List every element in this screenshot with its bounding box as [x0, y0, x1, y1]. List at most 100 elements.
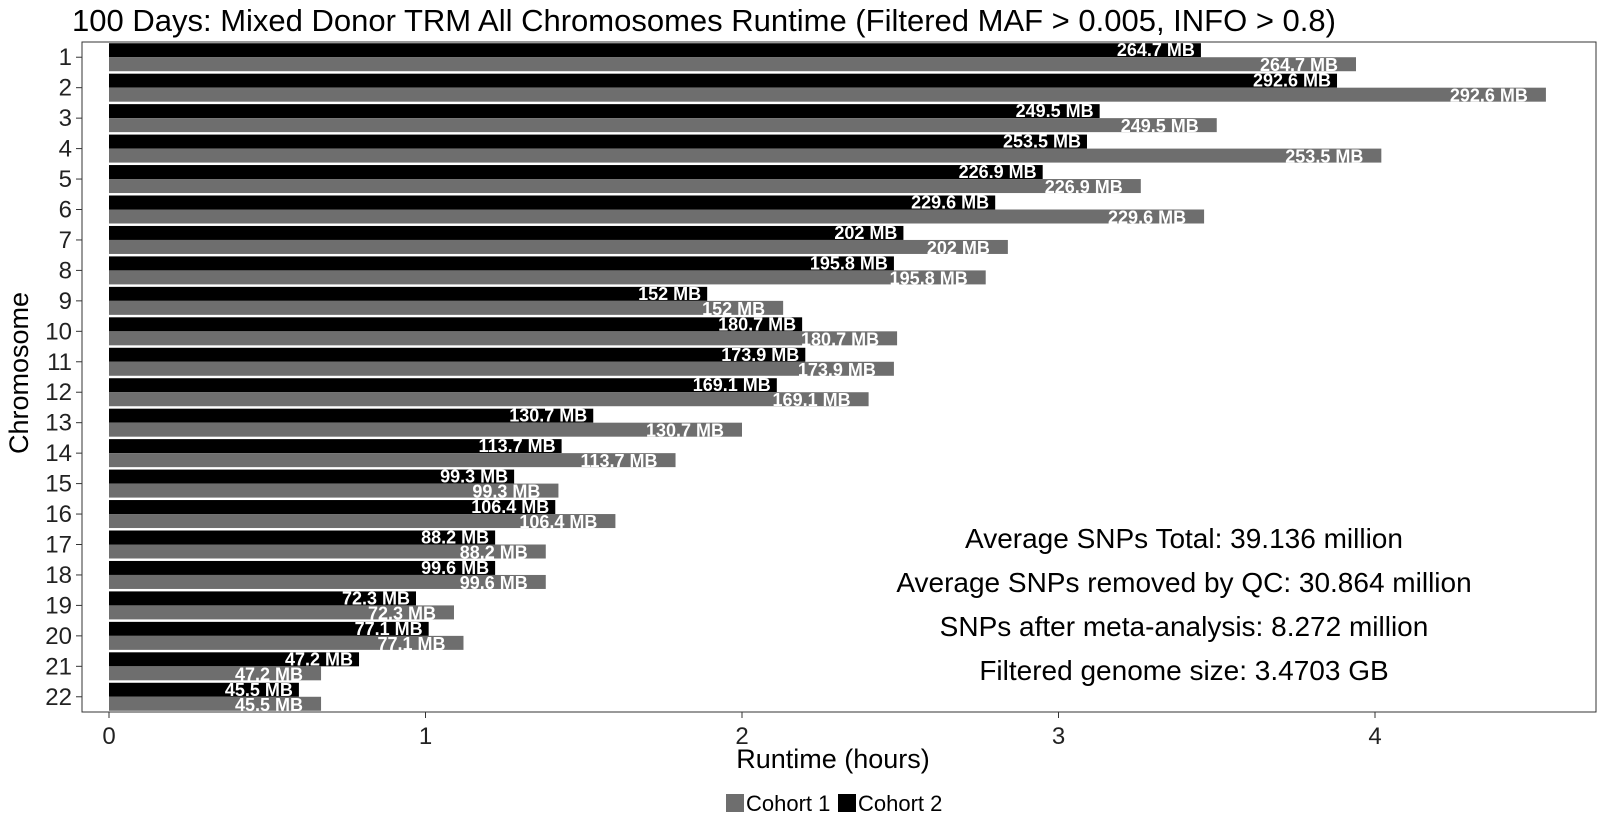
x-tick-label: 1 — [419, 723, 432, 750]
y-tick-label: 7 — [59, 227, 72, 254]
bar-cohort2-chr1 — [109, 43, 1201, 58]
bar-cohort1-chr21 — [109, 666, 322, 681]
bar-cohort2-chr14 — [109, 439, 562, 454]
y-tick-label: 11 — [47, 349, 72, 376]
bar-cohort1-chr5 — [109, 179, 1141, 194]
bar-label-cohort2-chr20: 77.1 MB — [355, 619, 423, 639]
bar-label-cohort1-chr6: 229.6 MB — [1108, 208, 1186, 228]
legend-label-cohort2: Cohort 2 — [858, 791, 942, 816]
bar-cohort2-chr3 — [109, 104, 1100, 119]
x-tick-label: 3 — [1052, 723, 1065, 750]
bar-cohort2-chr22 — [109, 682, 299, 697]
bar-cohort2-chr18 — [109, 560, 496, 575]
bar-cohort1-chr3 — [109, 118, 1217, 133]
bar-cohort1-chr22 — [109, 696, 322, 711]
bar-label-cohort1-chr20: 77.1 MB — [377, 634, 445, 654]
bar-label-cohort2-chr13: 130.7 MB — [509, 406, 587, 426]
bar-label-cohort1-chr17: 88.2 MB — [460, 543, 528, 563]
bar-label-cohort2-chr6: 229.6 MB — [911, 193, 989, 213]
annotation-line: Average SNPs Total: 39.136 million — [965, 523, 1403, 554]
bar-label-cohort2-chr7: 202 MB — [834, 223, 897, 243]
bar-cohort1-chr16 — [109, 514, 616, 529]
y-tick-label: 17 — [45, 532, 72, 559]
plot-panel-border — [81, 41, 1597, 713]
bar-cohort1-chr11 — [109, 361, 894, 376]
y-tick-label: 16 — [45, 501, 72, 528]
plot-area: 264.7 MB 264.7 MB 1 292.6 MB 292.6 MB 2 249.5 … — [45, 40, 1597, 750]
bar-cohort1-chr4 — [109, 148, 1382, 163]
bar-cohort2-chr7 — [109, 225, 904, 240]
annotation-line: Average SNPs removed by QC: 30.864 milli… — [896, 567, 1471, 598]
y-axis-title: Chromosome — [4, 292, 34, 454]
bar-cohort1-chr13 — [109, 422, 742, 437]
summary-annotations: Average SNPs Total: 39.136 million Averag… — [896, 523, 1471, 686]
bar-cohort2-chr16 — [109, 500, 556, 515]
bar-cohort1-chr7 — [109, 239, 1008, 254]
bar-cohort1-chr20 — [109, 635, 464, 650]
y-tick-label: 15 — [45, 471, 72, 498]
bar-cohort1-chr18 — [109, 574, 546, 589]
bar-cohort2-chr15 — [109, 469, 515, 484]
bar-label-cohort1-chr9: 152 MB — [702, 299, 765, 319]
bar-label-cohort1-chr15: 99.3 MB — [472, 482, 540, 502]
x-tick-label: 2 — [735, 723, 748, 750]
bar-cohort2-chr8 — [109, 256, 894, 271]
bar-label-cohort1-chr2: 292.6 MB — [1450, 86, 1528, 106]
bar-cohort1-chr12 — [109, 392, 869, 407]
annotation-line: Filtered genome size: 3.4703 GB — [979, 655, 1388, 686]
bar-label-cohort1-chr21: 47.2 MB — [235, 664, 303, 684]
bar-label-cohort1-chr16: 106.4 MB — [519, 512, 597, 532]
y-tick-label: 18 — [45, 562, 72, 589]
bar-cohort1-chr6 — [109, 209, 1205, 224]
y-tick-label: 4 — [59, 136, 72, 163]
bar-cohort1-chr2 — [109, 87, 1546, 102]
bar-label-cohort1-chr11: 173.9 MB — [798, 360, 876, 380]
bar-label-cohort2-chr11: 173.9 MB — [721, 345, 799, 365]
bar-label-cohort2-chr18: 99.6 MB — [421, 558, 489, 578]
bar-label-cohort1-chr3: 249.5 MB — [1121, 116, 1199, 136]
bar-cohort2-chr9 — [109, 286, 708, 301]
bar-label-cohort2-chr10: 180.7 MB — [718, 314, 796, 334]
bar-cohort2-chr17 — [109, 530, 496, 545]
y-tick-label: 9 — [59, 288, 72, 315]
bar-label-cohort2-chr16: 106.4 MB — [471, 497, 549, 517]
bar-cohort2-chr20 — [109, 621, 429, 636]
bar-label-cohort2-chr5: 226.9 MB — [959, 162, 1037, 182]
bar-cohort2-chr4 — [109, 134, 1087, 149]
y-tick-label: 14 — [45, 440, 72, 467]
bar-label-cohort1-chr4: 253.5 MB — [1285, 147, 1363, 167]
bar-label-cohort1-chr19: 72.3 MB — [368, 603, 436, 623]
bar-label-cohort1-chr10: 180.7 MB — [801, 329, 879, 349]
bar-label-cohort1-chr8: 195.8 MB — [890, 268, 968, 288]
bar-cohort2-chr19 — [109, 591, 417, 606]
legend-swatch-cohort1 — [726, 794, 744, 812]
y-tick-label: 22 — [45, 684, 72, 711]
bar-cohort2-chr12 — [109, 378, 777, 393]
bar-cohort2-chr11 — [109, 347, 806, 362]
bar-label-cohort1-chr18: 99.6 MB — [460, 573, 528, 593]
bar-label-cohort2-chr22: 45.5 MB — [225, 680, 293, 700]
bar-label-cohort1-chr1: 264.7 MB — [1260, 55, 1338, 75]
bar-cohort1-chr1 — [109, 57, 1357, 72]
legend-swatch-cohort2 — [838, 794, 856, 812]
bar-cohort2-chr10 — [109, 317, 803, 332]
x-tick-label: 0 — [102, 723, 115, 750]
bar-label-cohort2-chr2: 292.6 MB — [1253, 71, 1331, 91]
chart-title: 100 Days: Mixed Donor TRM All Chromosome… — [72, 3, 1336, 38]
bar-cohort2-chr13 — [109, 408, 594, 423]
bar-cohort1-chr10 — [109, 331, 898, 346]
bar-label-cohort2-chr21: 47.2 MB — [285, 649, 353, 669]
y-tick-label: 2 — [59, 75, 72, 102]
bar-cohort1-chr19 — [109, 605, 454, 620]
bar-label-cohort1-chr22: 45.5 MB — [235, 695, 303, 715]
bar-cohort1-chr8 — [109, 270, 986, 285]
y-tick-label: 10 — [45, 318, 72, 345]
bar-label-cohort2-chr3: 249.5 MB — [1016, 101, 1094, 121]
y-tick-label: 12 — [45, 379, 72, 406]
bar-label-cohort2-chr17: 88.2 MB — [421, 528, 489, 548]
y-tick-label: 8 — [59, 257, 72, 284]
bar-label-cohort2-chr4: 253.5 MB — [1003, 132, 1081, 152]
y-tick-label: 21 — [45, 653, 72, 680]
